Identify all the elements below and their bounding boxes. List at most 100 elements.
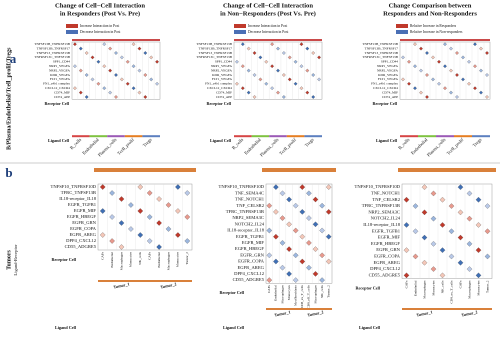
diamond-marker: [258, 77, 263, 82]
group-strip: [266, 308, 299, 310]
diamond-marker: [156, 244, 162, 250]
diamond-marker: [457, 209, 464, 216]
row-label: FN1_a4b1 complex: [43, 82, 70, 86]
diamond-marker: [479, 68, 483, 73]
receptor-label: CAFs: [100, 251, 104, 260]
receptor-label: Myofibroblasts: [293, 285, 297, 306]
diamond-marker: [431, 77, 435, 82]
diamond-marker: [287, 55, 292, 60]
row-label: CD55_ADGRE5: [65, 244, 97, 249]
row-label: CD74_APP: [382, 95, 398, 99]
group-strip: [418, 135, 436, 138]
diamond-marker: [312, 196, 319, 203]
row-label: TNF_NOTCH1: [235, 197, 265, 202]
diamond-marker: [484, 203, 491, 209]
legend-label: Relative Increase in Non-responders: [410, 30, 463, 34]
diamond-marker: [403, 247, 410, 253]
legend-swatch: [234, 30, 246, 34]
diamond-marker: [299, 86, 304, 91]
diamond-marker: [312, 271, 319, 277]
diamond-marker: [479, 90, 483, 95]
diamond-marker: [240, 86, 245, 91]
group-strip: [89, 135, 108, 138]
diamond-marker: [457, 184, 464, 190]
diamond-marker: [412, 203, 419, 209]
diamond-marker: [108, 68, 113, 73]
diamond-marker: [475, 272, 482, 279]
diamond-marker: [421, 209, 428, 216]
diamond-marker: [276, 90, 280, 95]
axis-label: Receptor Cell: [45, 101, 70, 106]
diamond-marker: [319, 202, 325, 209]
receptor-label: CAFs: [147, 251, 151, 260]
axis-label: Receptor Cell: [207, 101, 232, 106]
diamond-marker: [266, 252, 273, 259]
diamond-marker: [325, 233, 332, 240]
diamond-marker: [403, 196, 410, 203]
row-label: CD74_APP: [54, 95, 70, 99]
diamond-marker: [473, 86, 477, 91]
diamond-marker: [114, 95, 118, 99]
receptor-label: Monocytes: [431, 280, 435, 296]
diamond-marker: [266, 277, 273, 283]
receptor-label: CAFs: [404, 280, 408, 289]
diamond-marker: [84, 95, 89, 99]
row-label: TNFSF13B_TNFRSF17: [37, 46, 71, 50]
receptor-label: CD8_ex_T_cells: [300, 285, 304, 309]
diamond-marker: [184, 190, 191, 196]
diamond-marker: [430, 266, 437, 272]
diamond-marker: [466, 266, 473, 272]
receptor-label: CAFs: [267, 285, 271, 294]
axis-label: Receptor Cell: [373, 101, 398, 106]
diamond-marker: [449, 90, 453, 95]
diamond-marker: [108, 46, 113, 51]
diamond-marker: [125, 59, 130, 64]
side-label: Tumors: [6, 249, 12, 269]
diamond-marker: [286, 196, 292, 203]
diamond-marker: [90, 55, 95, 60]
diamond-marker: [175, 184, 181, 190]
diamond-marker: [425, 51, 429, 55]
diamond-marker: [252, 51, 257, 55]
diamond-marker: [403, 272, 410, 279]
axis-label: Receptor Cell: [220, 290, 245, 295]
diamond-marker: [264, 81, 269, 86]
diamond-marker: [78, 90, 83, 95]
grid-frame: [71, 41, 161, 100]
diamond-marker: [156, 220, 162, 226]
diamond-marker: [279, 264, 286, 271]
diamond-marker: [443, 64, 447, 69]
group-label: Tregs: [304, 137, 315, 148]
diamond-marker: [84, 73, 89, 77]
group-strip: [304, 135, 322, 138]
row-label: TNF_NOTCH1: [371, 191, 401, 196]
receptor-label: NK_cells: [320, 285, 324, 298]
row-label: TFRC_TNFRSF13B: [362, 203, 400, 208]
row-label: FN1_a4b1 complex: [371, 82, 398, 86]
row-label: NRP1_VEGFA: [211, 64, 233, 68]
diamond-marker: [131, 86, 136, 91]
diamond-marker: [461, 77, 465, 82]
row-label: NRP2_VEGFA: [211, 68, 233, 72]
diamond-marker: [455, 95, 459, 99]
diamond-marker: [299, 258, 306, 265]
diamond-marker: [430, 190, 437, 197]
group-label: Tumor_2: [461, 309, 478, 317]
row-label: FLT1_VEGFA: [50, 77, 71, 81]
subpanel-title: in Non−Responders (Post Vs. Pre): [220, 11, 316, 18]
receptor-label: Tumor_2: [185, 252, 189, 265]
receptor-label: Monocytes: [476, 280, 480, 296]
row-label: NOTCH2_IL24: [371, 216, 401, 221]
diamond-marker: [421, 184, 428, 190]
receptor-label: Macrophages: [467, 280, 471, 299]
row-label: FLT1_VEGFA: [212, 77, 233, 81]
row-label: EGFR_COPA: [238, 259, 265, 264]
group-strip: [472, 135, 490, 138]
diamond-marker: [146, 214, 153, 220]
receptor-label: Monocytes: [129, 251, 133, 267]
diamond-marker: [457, 259, 464, 266]
diamond-marker: [319, 277, 325, 283]
diamond-marker: [137, 46, 142, 51]
diamond-marker: [78, 68, 83, 73]
diamond-marker: [299, 184, 306, 190]
